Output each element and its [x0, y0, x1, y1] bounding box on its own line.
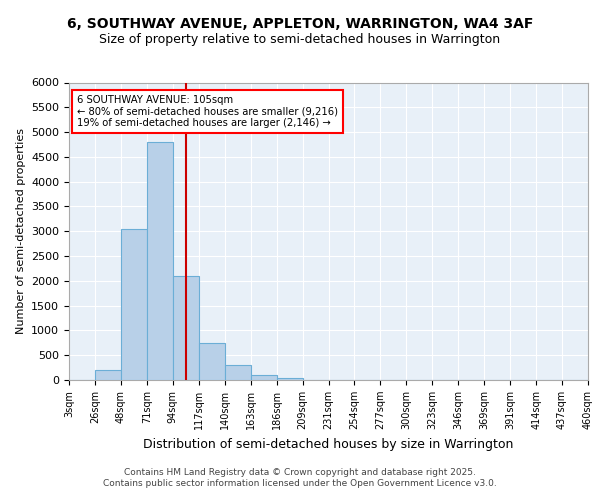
Text: 6 SOUTHWAY AVENUE: 105sqm
← 80% of semi-detached houses are smaller (9,216)
19% : 6 SOUTHWAY AVENUE: 105sqm ← 80% of semi-… — [77, 95, 338, 128]
Bar — [251, 375, 277, 380]
Bar — [173, 276, 199, 380]
Text: Size of property relative to semi-detached houses in Warrington: Size of property relative to semi-detach… — [100, 32, 500, 46]
Bar — [121, 229, 147, 380]
Text: 6, SOUTHWAY AVENUE, APPLETON, WARRINGTON, WA4 3AF: 6, SOUTHWAY AVENUE, APPLETON, WARRINGTON… — [67, 18, 533, 32]
Bar — [277, 378, 302, 380]
Text: Contains HM Land Registry data © Crown copyright and database right 2025.
Contai: Contains HM Land Registry data © Crown c… — [103, 468, 497, 487]
Bar — [199, 343, 224, 380]
Bar — [147, 142, 173, 380]
Y-axis label: Number of semi-detached properties: Number of semi-detached properties — [16, 128, 26, 334]
Bar — [95, 370, 121, 380]
X-axis label: Distribution of semi-detached houses by size in Warrington: Distribution of semi-detached houses by … — [143, 438, 514, 450]
Bar — [225, 365, 251, 380]
